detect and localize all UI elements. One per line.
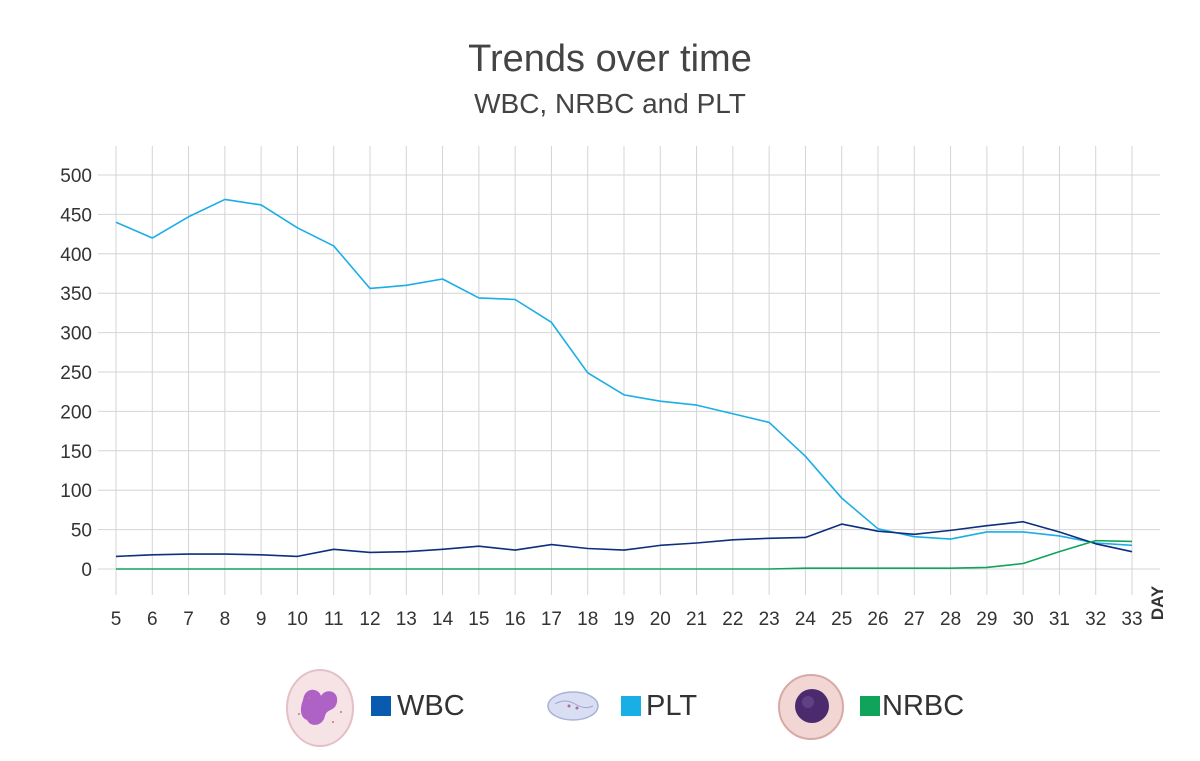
x-tick-label: 6 bbox=[147, 609, 158, 630]
x-tick-label: 31 bbox=[1049, 609, 1070, 630]
x-tick-label: 28 bbox=[940, 609, 961, 630]
x-tick-label: 18 bbox=[577, 609, 598, 630]
x-tick-label: 29 bbox=[976, 609, 997, 630]
nucleated-red-cell-icon bbox=[778, 674, 844, 740]
legend-swatch-plt bbox=[621, 696, 641, 716]
x-tick-label: 13 bbox=[396, 609, 417, 630]
series-line-plt bbox=[115, 198, 1133, 547]
y-tick-label: 150 bbox=[60, 442, 92, 463]
x-tick-label: 11 bbox=[324, 609, 344, 630]
chart-subtitle: WBC, NRBC and PLT bbox=[474, 88, 746, 119]
x-tick-label: 24 bbox=[795, 609, 817, 630]
y-tick-label: 500 bbox=[60, 166, 92, 187]
y-tick-label: 250 bbox=[60, 363, 92, 384]
series-line-nrbc bbox=[116, 539, 1133, 570]
chart-title: Trends over time bbox=[468, 38, 752, 80]
line-chart: 0 50 100 150 200 250 300 350 400 450 500 5 6 7 8 9 10 11 1… bbox=[60, 146, 1167, 630]
legend-label-nrbc: NRBC bbox=[882, 690, 965, 722]
legend-swatch-nrbc bbox=[860, 696, 880, 716]
x-tick-label: 32 bbox=[1085, 609, 1106, 630]
neutrophil-cell-icon bbox=[286, 669, 354, 747]
x-tick-label: 25 bbox=[831, 609, 852, 630]
x-tick-label: 8 bbox=[220, 609, 231, 630]
chart-legend: WBC PLT NRBC bbox=[0, 668, 1200, 748]
x-tick-label: 17 bbox=[541, 609, 562, 630]
y-tick-label: 300 bbox=[60, 324, 92, 345]
y-tick-label: 400 bbox=[60, 245, 92, 266]
x-axis-label: DAY bbox=[1148, 585, 1167, 620]
x-tick-label: 15 bbox=[468, 609, 489, 630]
legend-label-wbc: WBC bbox=[397, 690, 465, 722]
x-tick-label: 27 bbox=[904, 609, 925, 630]
x-tick-label: 21 bbox=[686, 609, 707, 630]
x-tick-label: 20 bbox=[650, 609, 671, 630]
x-tick-label: 9 bbox=[256, 609, 267, 630]
platelet-cell-icon bbox=[547, 691, 599, 721]
x-tick-label: 10 bbox=[287, 609, 308, 630]
x-tick-label: 14 bbox=[432, 609, 454, 630]
y-tick-label: 450 bbox=[60, 205, 92, 226]
y-tick-label: 50 bbox=[71, 521, 92, 542]
x-tick-label: 5 bbox=[111, 609, 122, 630]
x-tick-label: 30 bbox=[1013, 609, 1034, 630]
y-tick-label: 350 bbox=[60, 284, 92, 305]
legend-label-plt: PLT bbox=[646, 690, 698, 722]
y-tick-label: 0 bbox=[81, 560, 92, 581]
x-tick-label: 22 bbox=[722, 609, 743, 630]
grid bbox=[98, 146, 1160, 595]
x-tick-label: 16 bbox=[505, 609, 526, 630]
x-tick-label: 33 bbox=[1121, 609, 1142, 630]
y-tick-label: 100 bbox=[60, 481, 92, 502]
y-tick-label: 200 bbox=[60, 402, 92, 423]
x-tick-label: 7 bbox=[183, 609, 194, 630]
x-tick-label: 23 bbox=[759, 609, 780, 630]
series-line-wbc bbox=[115, 520, 1133, 558]
legend-swatch-wbc bbox=[371, 696, 391, 716]
x-tick-label: 12 bbox=[359, 609, 380, 630]
x-tick-label: 26 bbox=[867, 609, 888, 630]
x-tick-label: 19 bbox=[613, 609, 634, 630]
